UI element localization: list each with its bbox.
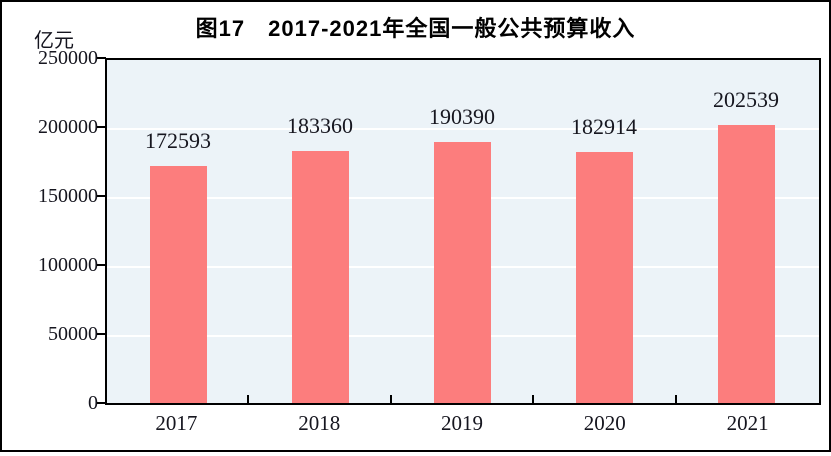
y-tick-label: 250000: [38, 47, 98, 69]
y-tick-mark: [97, 126, 106, 128]
chart-title: 图17 2017-2021年全国一般公共预算收入: [195, 16, 636, 41]
plot-area: 172593 183360 190390 182914 202539: [105, 58, 821, 405]
bar-value-label: 182914: [571, 114, 637, 140]
x-axis-label: 2021: [726, 411, 769, 435]
bar-value-label: 202539: [713, 87, 779, 113]
y-axis-unit-label: 亿元: [34, 30, 74, 52]
bar-value-label: 183360: [287, 113, 353, 139]
x-tick-mark: [246, 395, 249, 403]
x-axis-label: 2018: [298, 411, 341, 435]
gridline: [107, 128, 819, 130]
bar-value-label: 172593: [145, 128, 211, 154]
y-tick-label: 150000: [38, 185, 98, 207]
y-tick-label: 200000: [38, 116, 98, 138]
x-tick-mark: [389, 395, 392, 403]
bar-value-label: 190390: [429, 103, 495, 129]
bar: [433, 141, 491, 403]
bar: [291, 151, 349, 403]
y-tick-mark: [97, 333, 106, 335]
x-axis-label: 2020: [583, 411, 626, 435]
y-tick-label: 100000: [38, 254, 98, 276]
bar: [149, 166, 207, 403]
y-tick-mark: [97, 57, 106, 59]
x-axis-label: 2019: [441, 411, 483, 435]
x-axis-label: 2017: [155, 411, 198, 435]
bar: [717, 125, 775, 403]
y-tick-label: 50000: [48, 323, 98, 345]
y-tick-mark: [97, 402, 106, 404]
y-tick-label: 0: [88, 392, 98, 414]
y-tick-mark: [97, 264, 106, 266]
y-tick-mark: [97, 195, 106, 197]
x-tick-mark: [675, 395, 678, 403]
x-tick-mark: [532, 395, 535, 403]
bar: [575, 152, 633, 403]
